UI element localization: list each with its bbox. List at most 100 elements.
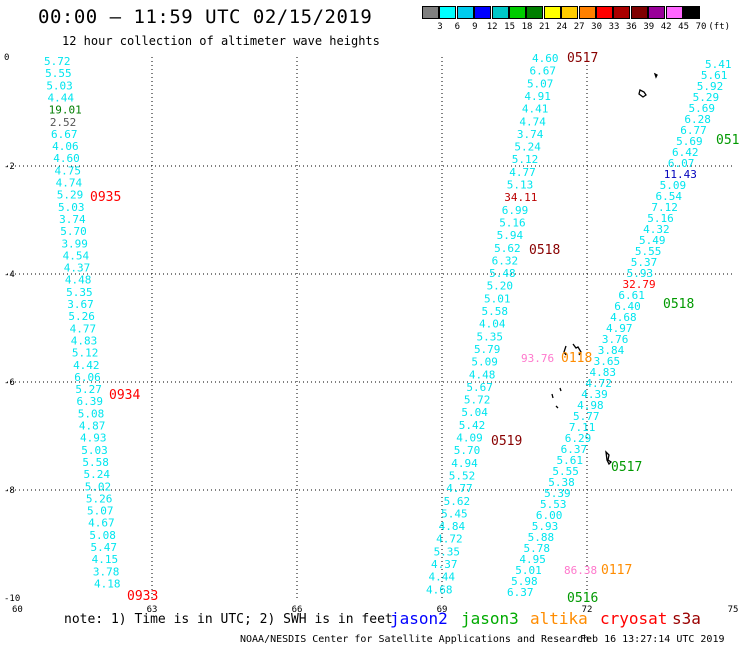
track-value: 5.02 (85, 480, 112, 493)
track-value: 5.55 (45, 67, 72, 80)
pass-time-label: 0517 (611, 460, 642, 475)
x-tick-label: 66 (292, 605, 303, 615)
page-subtitle: 12 hour collection of altimeter wave hei… (62, 34, 380, 48)
track-value: 5.04 (461, 406, 488, 419)
track-value: 3.76 (602, 333, 629, 346)
credit-line: NOAA/NESDIS Center for Satellite Applica… (240, 634, 590, 645)
legend-s3a: s3a (672, 609, 701, 628)
track-value: 5.48 (489, 267, 515, 280)
y-tick-label: -10 (4, 594, 20, 604)
track-value: 3.78 (93, 565, 120, 578)
track-value: 5.20 (487, 280, 513, 293)
y-tick-label: 0 (4, 53, 9, 63)
track-value: 4.04 (479, 318, 506, 331)
scale-swatch (422, 6, 439, 19)
track-value: 5.58 (482, 305, 509, 318)
track-value: 5.09 (660, 179, 687, 192)
x-tick-label: 60 (12, 605, 23, 615)
x-tick-label: 75 (728, 605, 739, 615)
track-value: 4.97 (606, 322, 633, 335)
track-value: 32.79 (623, 278, 656, 291)
track-value: 5.08 (78, 407, 105, 420)
track-value: 4.77 (509, 166, 536, 179)
track-value: 5.07 (527, 77, 554, 90)
x-tick-label: 69 (437, 605, 448, 615)
track-value: 5.52 (449, 469, 476, 482)
track-value: 5.08 (89, 529, 116, 542)
track-value: 19.01 (49, 104, 82, 117)
track-value: 5.72 (44, 55, 71, 68)
pass-time-label: 0118 (561, 351, 592, 366)
track-value: 4.95 (519, 553, 546, 566)
track-value: 4.60 (532, 52, 559, 65)
island-outline (572, 343, 582, 356)
track-value: 5.03 (46, 79, 72, 92)
track-value: 5.16 (647, 212, 674, 225)
track-value: 5.92 (697, 80, 724, 93)
track-value: 4.67 (88, 517, 115, 530)
scale-label: 9 (472, 22, 478, 32)
scale-swatch (561, 6, 579, 19)
track-value: 4.83 (590, 366, 617, 379)
track-value: 4.74 (519, 115, 546, 128)
pass-time-label: 0517 (567, 51, 598, 66)
track-value: 5.39 (544, 487, 571, 500)
island-outline (551, 387, 562, 409)
pass-time-label: 0933 (127, 589, 158, 604)
scale-label: (ft) (708, 22, 731, 32)
track-value: 4.94 (451, 457, 478, 470)
track-value: 86.38 (564, 564, 597, 577)
track-value: 6.61 (618, 289, 645, 302)
scale-swatch (439, 6, 457, 19)
legend-altika: altika (530, 609, 588, 628)
track-value: 6.06 (74, 371, 101, 384)
scale-swatch (596, 6, 613, 19)
scale-label: 42 (660, 22, 672, 32)
pass-time-label: 0117 (601, 563, 632, 578)
track-value: 3.67 (67, 298, 94, 311)
track-value: 5.94 (497, 229, 524, 242)
track-value: 4.83 (71, 334, 98, 347)
track-value: 4.72 (436, 533, 463, 546)
scale-label: 12 (486, 22, 498, 32)
track-value: 4.54 (63, 249, 90, 262)
generation-timestamp: Feb 16 13:27:14 UTC 2019 (580, 634, 725, 645)
scale-swatch (543, 6, 561, 19)
legend-jason2: jason2 (390, 609, 448, 628)
pass-time-label: 0935 (90, 190, 121, 205)
legend-cryosat: cryosat (600, 609, 668, 628)
track-value: 5.27 (75, 383, 102, 396)
pass-time-label: 0516 (567, 591, 598, 606)
scale-swatch (474, 6, 492, 19)
scale-label: 21 (538, 22, 550, 32)
x-tick-label: 63 (147, 605, 158, 615)
pass-time-label: 0519 (491, 434, 522, 449)
track-value: 6.32 (492, 254, 518, 267)
track-value: 4.44 (47, 91, 74, 104)
track-value: 5.61 (557, 454, 584, 467)
track-value: 34.11 (504, 191, 537, 204)
track-value: 6.39 (77, 395, 104, 408)
island-outline (605, 450, 613, 466)
legend-jason3: jason3 (461, 609, 519, 628)
track-value: 5.12 (72, 347, 99, 360)
track-value: 5.24 (84, 468, 111, 481)
scale-swatch (683, 6, 700, 19)
scale-label: 24 (556, 22, 568, 32)
track-value: 4.68 (610, 311, 637, 324)
scale-swatch (578, 6, 596, 19)
track-value: 4.98 (577, 399, 604, 412)
scale-swatch (630, 6, 648, 19)
track-value: 3.99 (61, 237, 88, 250)
track-value: 4.91 (524, 90, 551, 103)
island-outline (638, 89, 647, 98)
y-tick-label: -6 (4, 378, 15, 388)
scale-label: 30 (591, 22, 603, 32)
track-value: 5.35 (476, 330, 503, 343)
track-value: 5.29 (57, 189, 83, 202)
track-value: 5.77 (573, 410, 600, 423)
track-value: 4.93 (80, 432, 107, 445)
track-value: 4.15 (92, 553, 119, 566)
scale-label: 36 (625, 22, 637, 32)
